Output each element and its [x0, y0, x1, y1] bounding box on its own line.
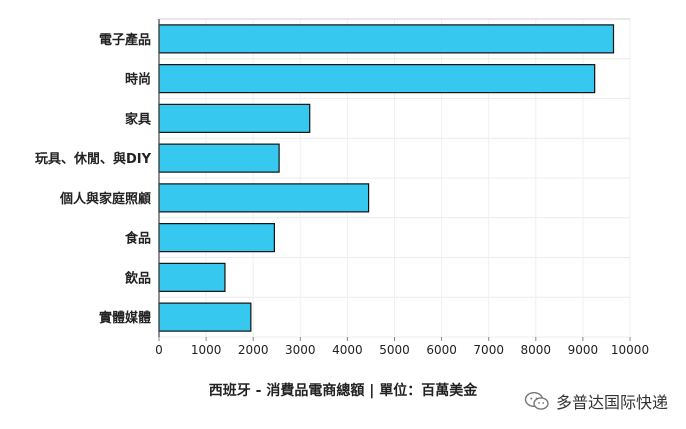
x-tick-label: 8000 — [521, 343, 552, 357]
category-label-7: 實體媒體 — [99, 310, 151, 326]
category-label-4: 個人與家庭照顧 — [59, 191, 151, 207]
wechat-icon — [524, 391, 549, 410]
x-tick-label: 10000 — [611, 343, 649, 357]
bar-4 — [158, 183, 370, 213]
x-tick-label: 0 — [155, 343, 163, 357]
x-tick-label: 7000 — [473, 343, 504, 357]
bar-5 — [158, 223, 275, 253]
x-tick-label: 2000 — [238, 343, 269, 357]
category-label-5: 食品 — [125, 231, 151, 247]
bar-0 — [158, 24, 615, 54]
category-label-1: 時尚 — [125, 72, 151, 88]
category-label-0: 電子產品 — [99, 32, 151, 48]
category-label-3: 玩具、休閒、與DIY — [35, 151, 152, 167]
bar-3 — [158, 143, 280, 173]
category-label-2: 家具 — [125, 111, 151, 127]
bar-2 — [158, 103, 311, 133]
x-tick-label: 4000 — [332, 343, 363, 357]
chart-caption: 西班牙 - 消費品電商總額 | 單位：百萬美金 — [208, 383, 478, 399]
x-tick-label: 1000 — [191, 343, 222, 357]
x-tick-label: 9000 — [568, 343, 599, 357]
x-tick-label: 3000 — [285, 343, 316, 357]
x-tick-label: 5000 — [379, 343, 410, 357]
watermark-text: 多普达国际快递 — [555, 393, 668, 412]
category-label-6: 飲品 — [124, 270, 151, 286]
bar-7 — [158, 302, 252, 332]
bar-6 — [158, 262, 226, 292]
x-tick-label: 6000 — [426, 343, 457, 357]
watermark: 多普达国际快递 — [524, 389, 668, 413]
bar-1 — [158, 64, 596, 94]
